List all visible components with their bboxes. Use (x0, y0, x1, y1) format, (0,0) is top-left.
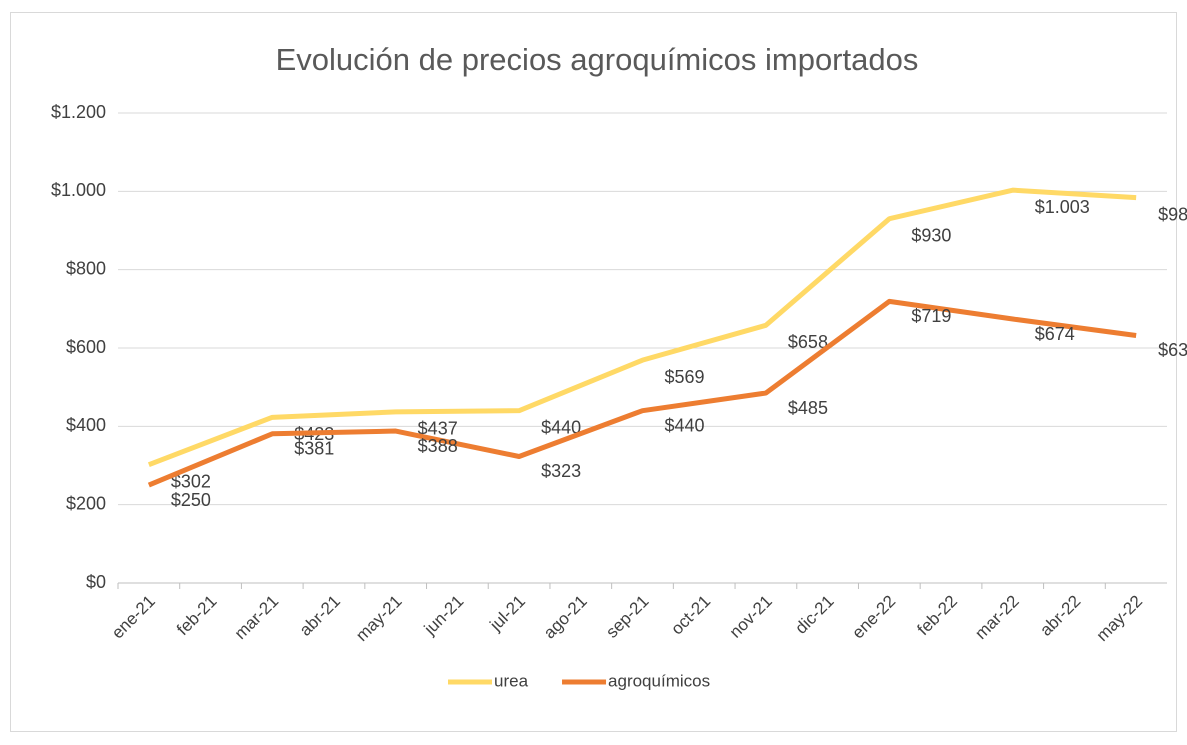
data-label: $930 (911, 226, 951, 246)
y-tick-label: $400 (66, 415, 106, 435)
data-label: $381 (294, 439, 334, 459)
legend-label: agroquímicos (608, 671, 710, 690)
chart-title: Evolución de precios agroquímicos import… (276, 42, 919, 77)
data-label: $250 (171, 490, 211, 510)
data-label: $632 (1158, 340, 1187, 360)
data-label: $719 (911, 306, 951, 326)
legend-label: urea (494, 671, 529, 690)
y-tick-label: $800 (66, 258, 106, 278)
line-series (147, 187, 1137, 468)
data-label: $302 (171, 471, 211, 491)
data-label: $1.003 (1035, 197, 1090, 217)
data-label: $388 (418, 436, 458, 456)
data-label: $569 (665, 367, 705, 387)
data-label: $323 (541, 461, 581, 481)
y-tick-label: $0 (86, 572, 106, 592)
line-series (147, 298, 1137, 488)
data-label: $984 (1158, 204, 1187, 224)
data-label: $658 (788, 332, 828, 352)
data-label: $440 (665, 415, 705, 435)
data-label: $440 (541, 417, 581, 437)
y-tick-label: $1.200 (51, 102, 106, 122)
data-label: $674 (1035, 324, 1075, 344)
data-label: $485 (788, 398, 828, 418)
data-label: $437 (418, 419, 458, 439)
chart-border (10, 12, 1177, 732)
y-tick-label: $600 (66, 337, 106, 357)
y-tick-label: $1.000 (51, 180, 106, 200)
y-tick-label: $200 (66, 493, 106, 513)
